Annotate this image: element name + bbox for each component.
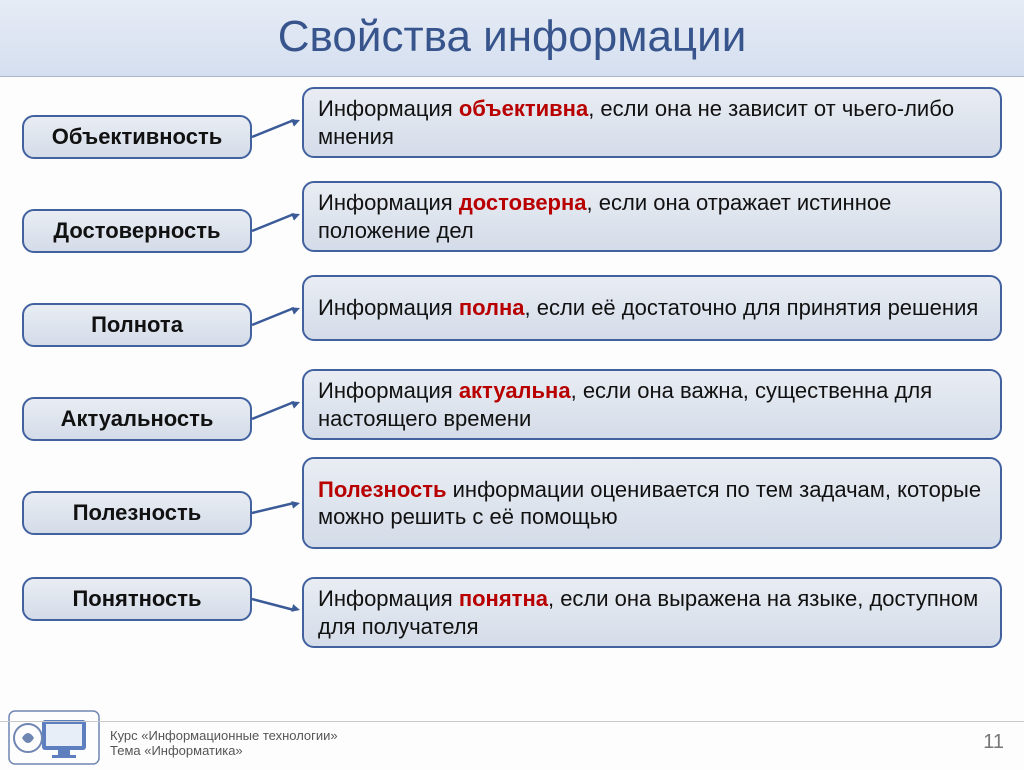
property-description: Информация достоверна, если она отражает… [302, 181, 1002, 252]
title-bar: Свойства информации [0, 0, 1024, 77]
property-label: Объективность [22, 115, 252, 159]
property-description: Полезность информации оценивается по тем… [302, 457, 1002, 549]
highlight-term: Полезность [318, 477, 447, 502]
page-number: 11 [983, 731, 1004, 754]
slide-title: Свойства информации [0, 12, 1024, 62]
property-label: Достоверность [22, 209, 252, 253]
highlight-term: полна [459, 295, 525, 320]
property-description: Информация объективна, если она не завис… [302, 87, 1002, 158]
property-description: Информация полна, если её достаточно для… [302, 275, 1002, 341]
property-description: Информация актуальна, если она важна, су… [302, 369, 1002, 440]
highlight-term: объективна [459, 96, 588, 121]
property-label: Актуальность [22, 397, 252, 441]
slide-footer: Курс «Информационные технологии» Тема «И… [0, 721, 1024, 767]
diagram-area: Объективность Информация объективна, если… [0, 77, 1024, 717]
highlight-term: понятна [459, 586, 548, 611]
property-label: Полезность [22, 491, 252, 535]
footer-topic: Тема «Информатика» [110, 743, 338, 758]
highlight-term: достоверна [459, 190, 587, 215]
property-description: Информация понятна, если она выражена на… [302, 577, 1002, 648]
highlight-term: актуальна [459, 378, 571, 403]
property-label: Полнота [22, 303, 252, 347]
footer-course: Курс «Информационные технологии» [110, 728, 338, 743]
property-label: Понятность [22, 577, 252, 621]
